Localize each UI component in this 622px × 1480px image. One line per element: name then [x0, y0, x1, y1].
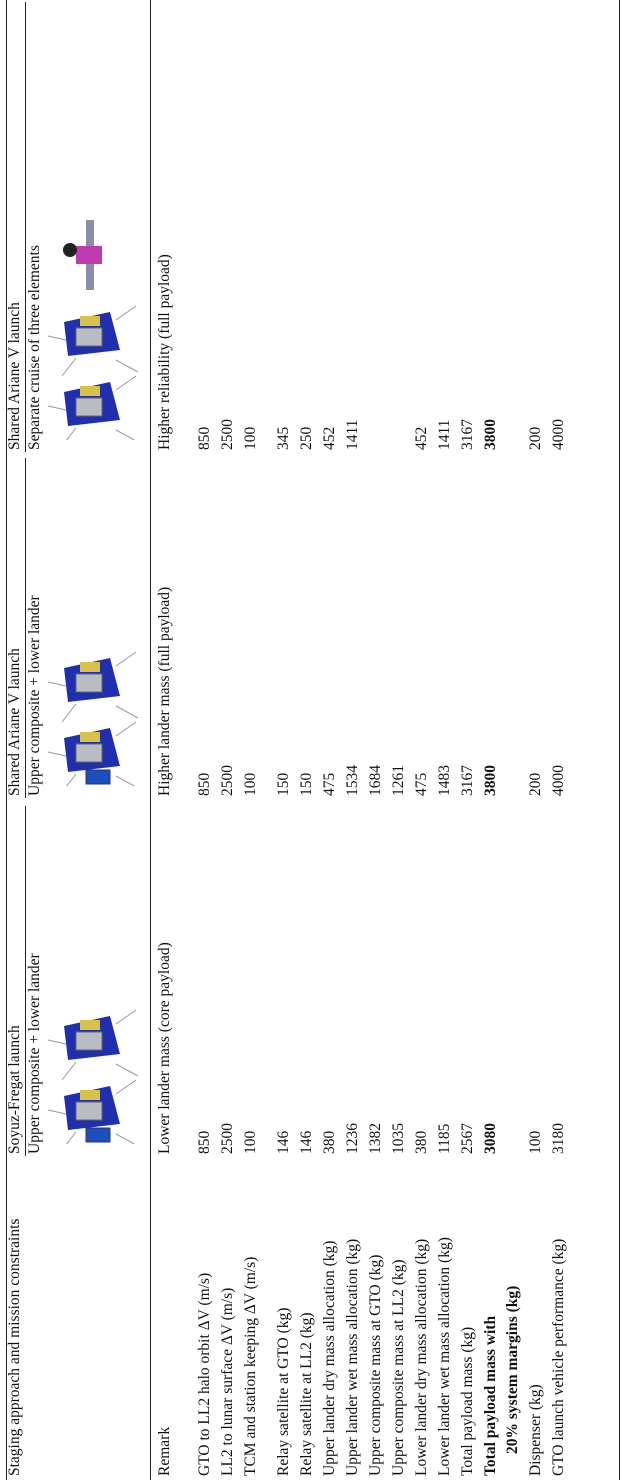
cell-text: Upper composite + lower lander [26, 595, 43, 796]
cell-text: 1684 [367, 765, 384, 796]
cell-text: Upper composite + lower lander [26, 953, 43, 1154]
cell-text: 146 [275, 1130, 292, 1154]
header-rule [150, 0, 151, 1480]
cell-text: 250 [298, 426, 315, 450]
cell-text: 1035 [390, 1123, 407, 1154]
cell-text: LL2 to lunar surface ΔV (m/s) [219, 1287, 236, 1476]
cell-text: 452 [321, 426, 338, 450]
cell-text: 452 [413, 426, 430, 450]
cell-text: 850 [196, 426, 213, 450]
cell-text: 3167 [459, 419, 476, 450]
cell-text: 1261 [390, 765, 407, 796]
cell-text: 100 [242, 426, 259, 450]
cell-text: Soyuz-Fregat launch [6, 1025, 23, 1154]
cell-text: 475 [413, 772, 430, 796]
cell-text: 200 [527, 426, 544, 450]
cell-text: Total payload mass (kg) [459, 1326, 476, 1476]
cell-text: Relay satellite at GTO (kg) [275, 1307, 292, 1476]
cell-text: Relay satellite at LL2 (kg) [298, 1312, 315, 1476]
cell-text: 850 [196, 772, 213, 796]
cell-text: 380 [321, 1130, 338, 1154]
cell-text: 4000 [550, 765, 567, 796]
cell-text: TCM and station keeping ΔV (m/s) [242, 1256, 259, 1476]
cell-text: Staging approach and mission constraints [6, 1218, 23, 1476]
cell-text: 150 [298, 772, 315, 796]
cell-text: Shared Ariane V launch [6, 302, 23, 450]
spacecraft-illustration [47, 651, 139, 786]
cell-text: 100 [242, 772, 259, 796]
cell-text: 2500 [219, 765, 236, 796]
cell-text: Lower lander wet mass allocation (kg) [436, 1237, 453, 1476]
cell-text: 380 [413, 1130, 430, 1154]
cell-text: 3800 [482, 765, 499, 796]
cell-text: Dispenser (kg) [527, 1384, 544, 1476]
cell-text: GTO to LL2 halo orbit ΔV (m/s) [196, 1272, 213, 1476]
cell-text: 345 [275, 426, 292, 450]
cell-text: 20% system margins (kg) [504, 1285, 521, 1454]
cell-text: 3800 [482, 419, 499, 450]
cell-text: 3167 [459, 765, 476, 796]
cell-text: 475 [321, 772, 338, 796]
cell-text: 1236 [344, 1123, 361, 1154]
cell-text: 1411 [436, 419, 453, 450]
cell-text: 3180 [550, 1123, 567, 1154]
cell-text: 1483 [436, 765, 453, 796]
cell-text: Remark [156, 1426, 173, 1476]
cell-text: 1534 [344, 765, 361, 796]
cell-text: 4000 [550, 419, 567, 450]
cell-text: 150 [275, 772, 292, 796]
spacecraft-illustration [47, 220, 139, 440]
cell-text: Upper lander wet mass allocation (kg) [344, 1238, 361, 1476]
cell-text: 850 [196, 1130, 213, 1154]
cell-text: Lower lander dry mass allocation (kg) [413, 1238, 430, 1476]
cell-text: Separate cruise of three elements [26, 245, 43, 450]
cell-text: 200 [527, 772, 544, 796]
cell-text: Lower lander mass (core payload) [156, 942, 173, 1154]
bottom-rule [619, 0, 620, 1480]
cell-text: 100 [242, 1130, 259, 1154]
cell-text: GTO launch vehicle performance (kg) [550, 1238, 567, 1476]
cell-text: 3080 [482, 1123, 499, 1154]
cell-text: 146 [298, 1130, 315, 1154]
cell-text: 2500 [219, 1123, 236, 1154]
cell-text: Upper composite mass at GTO (kg) [367, 1254, 384, 1476]
cell-text: 100 [527, 1130, 544, 1154]
spacecraft-illustration [47, 1009, 139, 1144]
cell-text: 1185 [436, 1123, 453, 1154]
cell-text: Total payload mass with [482, 1315, 499, 1476]
cell-text: Higher reliability (full payload) [156, 254, 173, 450]
cell-text: 2500 [219, 419, 236, 450]
cell-text: Upper lander dry mass allocation (kg) [321, 1240, 338, 1476]
cell-text: 2567 [459, 1123, 476, 1154]
cell-text: 1411 [344, 419, 361, 450]
cell-text: Upper composite mass at LL2 (kg) [390, 1259, 407, 1476]
cell-text: Higher lander mass (full payload) [156, 586, 173, 796]
cell-text: 1382 [367, 1123, 384, 1154]
cell-text: Shared Ariane V launch [6, 648, 23, 796]
